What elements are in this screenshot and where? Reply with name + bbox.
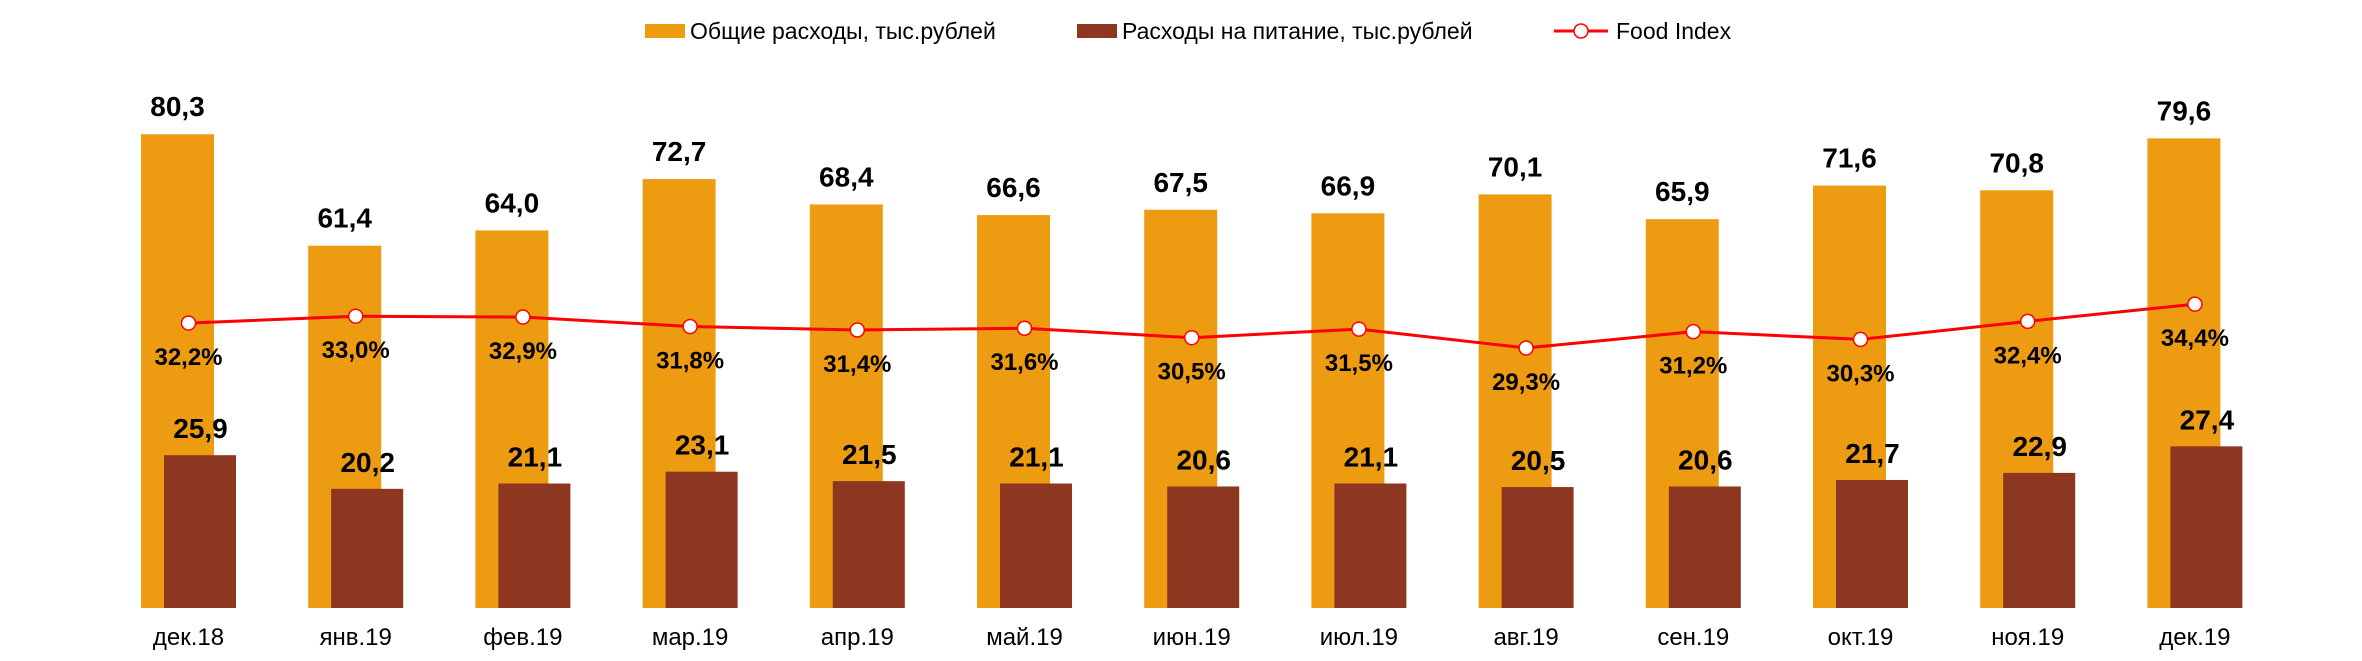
data-label-food-index: 31,8% bbox=[656, 348, 724, 375]
data-label-total: 65,9 bbox=[1655, 176, 1710, 207]
bar-food bbox=[1668, 486, 1741, 608]
food-index-marker bbox=[1351, 321, 1367, 337]
data-label-food: 21,1 bbox=[1344, 442, 1399, 473]
legend-label-total: Общие расходы, тыс.рублей bbox=[690, 18, 996, 44]
x-tick-label: сен.19 bbox=[1657, 624, 1729, 651]
data-label-food: 25,9 bbox=[173, 413, 228, 444]
data-label-food-index: 31,4% bbox=[823, 351, 891, 378]
data-label-total: 67,5 bbox=[1153, 167, 1208, 198]
data-label-food: 22,9 bbox=[2012, 431, 2067, 462]
data-label-total: 70,1 bbox=[1488, 151, 1543, 182]
x-tick-label: июл.19 bbox=[1320, 624, 1398, 651]
bar-food bbox=[1167, 486, 1240, 608]
bar-food bbox=[498, 483, 571, 608]
food-index-marker bbox=[1685, 323, 1702, 340]
x-tick-label: дек.18 bbox=[153, 624, 224, 651]
bar-food bbox=[1000, 483, 1072, 608]
x-tick-label: мар.19 bbox=[652, 624, 729, 651]
x-tick-label: ноя.19 bbox=[1991, 624, 2064, 651]
data-label-food: 23,1 bbox=[675, 430, 730, 461]
x-tick-label: май.19 bbox=[986, 624, 1063, 651]
data-label-total: 71,6 bbox=[1822, 143, 1877, 174]
bar-food bbox=[2170, 446, 2243, 608]
data-label-total: 70,8 bbox=[1989, 147, 2044, 178]
legend-swatch-food bbox=[1077, 24, 1117, 38]
legend-label-food-index: Food Index bbox=[1616, 18, 1732, 44]
data-label-food: 27,4 bbox=[2180, 404, 2235, 435]
data-label-food: 20,6 bbox=[1678, 444, 1733, 475]
x-tick-label: окт.19 bbox=[1828, 624, 1894, 651]
data-label-food-index: 31,2% bbox=[1659, 353, 1727, 380]
bar-food bbox=[331, 488, 404, 608]
data-label-food-index: 33,0% bbox=[322, 337, 390, 364]
data-label-food: 20,5 bbox=[1511, 445, 1566, 476]
x-tick-label: фев.19 bbox=[483, 624, 562, 651]
food-index-marker bbox=[1183, 329, 1200, 346]
food-index-marker bbox=[682, 318, 698, 335]
food-index-marker bbox=[347, 308, 364, 324]
x-tick-label: янв.19 bbox=[320, 624, 392, 651]
x-tick-label: дек.19 bbox=[2159, 624, 2230, 651]
bar-food bbox=[164, 455, 236, 608]
data-label-total: 72,7 bbox=[652, 136, 707, 167]
food-index-marker bbox=[1852, 331, 1869, 348]
data-label-food-index: 32,9% bbox=[489, 338, 557, 365]
data-label-food-index: 31,5% bbox=[1325, 350, 1393, 377]
food-index-marker bbox=[515, 309, 531, 325]
data-label-total: 64,0 bbox=[485, 187, 540, 218]
data-label-total: 79,6 bbox=[2157, 95, 2212, 126]
data-label-food-index: 32,4% bbox=[1994, 342, 2062, 369]
bar-food bbox=[1501, 487, 1574, 608]
data-label-food: 20,6 bbox=[1176, 444, 1231, 475]
data-label-food: 21,1 bbox=[1009, 442, 1064, 473]
food-index-marker bbox=[1518, 340, 1534, 356]
legend-label-food: Расходы на питание, тыс.рублей bbox=[1122, 18, 1473, 44]
data-label-total: 68,4 bbox=[819, 161, 874, 192]
data-label-total: 61,4 bbox=[317, 203, 372, 234]
data-label-food-index: 30,5% bbox=[1158, 359, 1226, 386]
x-tick-label: авг.19 bbox=[1493, 624, 1558, 651]
data-label-food-index: 32,2% bbox=[154, 344, 222, 371]
food-index-marker bbox=[180, 315, 197, 331]
food-index-marker bbox=[849, 322, 866, 338]
food-index-marker bbox=[1016, 320, 1033, 336]
food-index-marker bbox=[2187, 296, 2203, 312]
bar-food bbox=[832, 481, 905, 608]
legend-swatch-total bbox=[645, 24, 685, 38]
data-label-food: 21,5 bbox=[842, 439, 897, 470]
data-label-food: 21,7 bbox=[1845, 438, 1900, 469]
data-label-food: 20,2 bbox=[340, 447, 395, 478]
data-label-total: 66,9 bbox=[1321, 170, 1376, 201]
food-index-marker bbox=[2019, 313, 2036, 330]
data-label-food-index: 31,6% bbox=[990, 349, 1058, 376]
data-label-total: 66,6 bbox=[986, 172, 1041, 203]
data-label-food-index: 34,4% bbox=[2161, 325, 2229, 352]
data-label-food: 21,1 bbox=[508, 442, 563, 473]
bar-food bbox=[2003, 472, 2076, 608]
legend-marker-food-index bbox=[1573, 23, 1589, 39]
bar-food bbox=[1334, 483, 1407, 608]
data-label-food-index: 29,3% bbox=[1492, 369, 1560, 396]
bar-food bbox=[665, 471, 738, 608]
bar-food bbox=[1836, 479, 1908, 608]
data-label-food-index: 30,3% bbox=[1826, 360, 1894, 387]
x-tick-label: апр.19 bbox=[821, 624, 894, 651]
data-label-total: 80,3 bbox=[150, 91, 205, 122]
x-tick-label: июн.19 bbox=[1153, 624, 1231, 651]
